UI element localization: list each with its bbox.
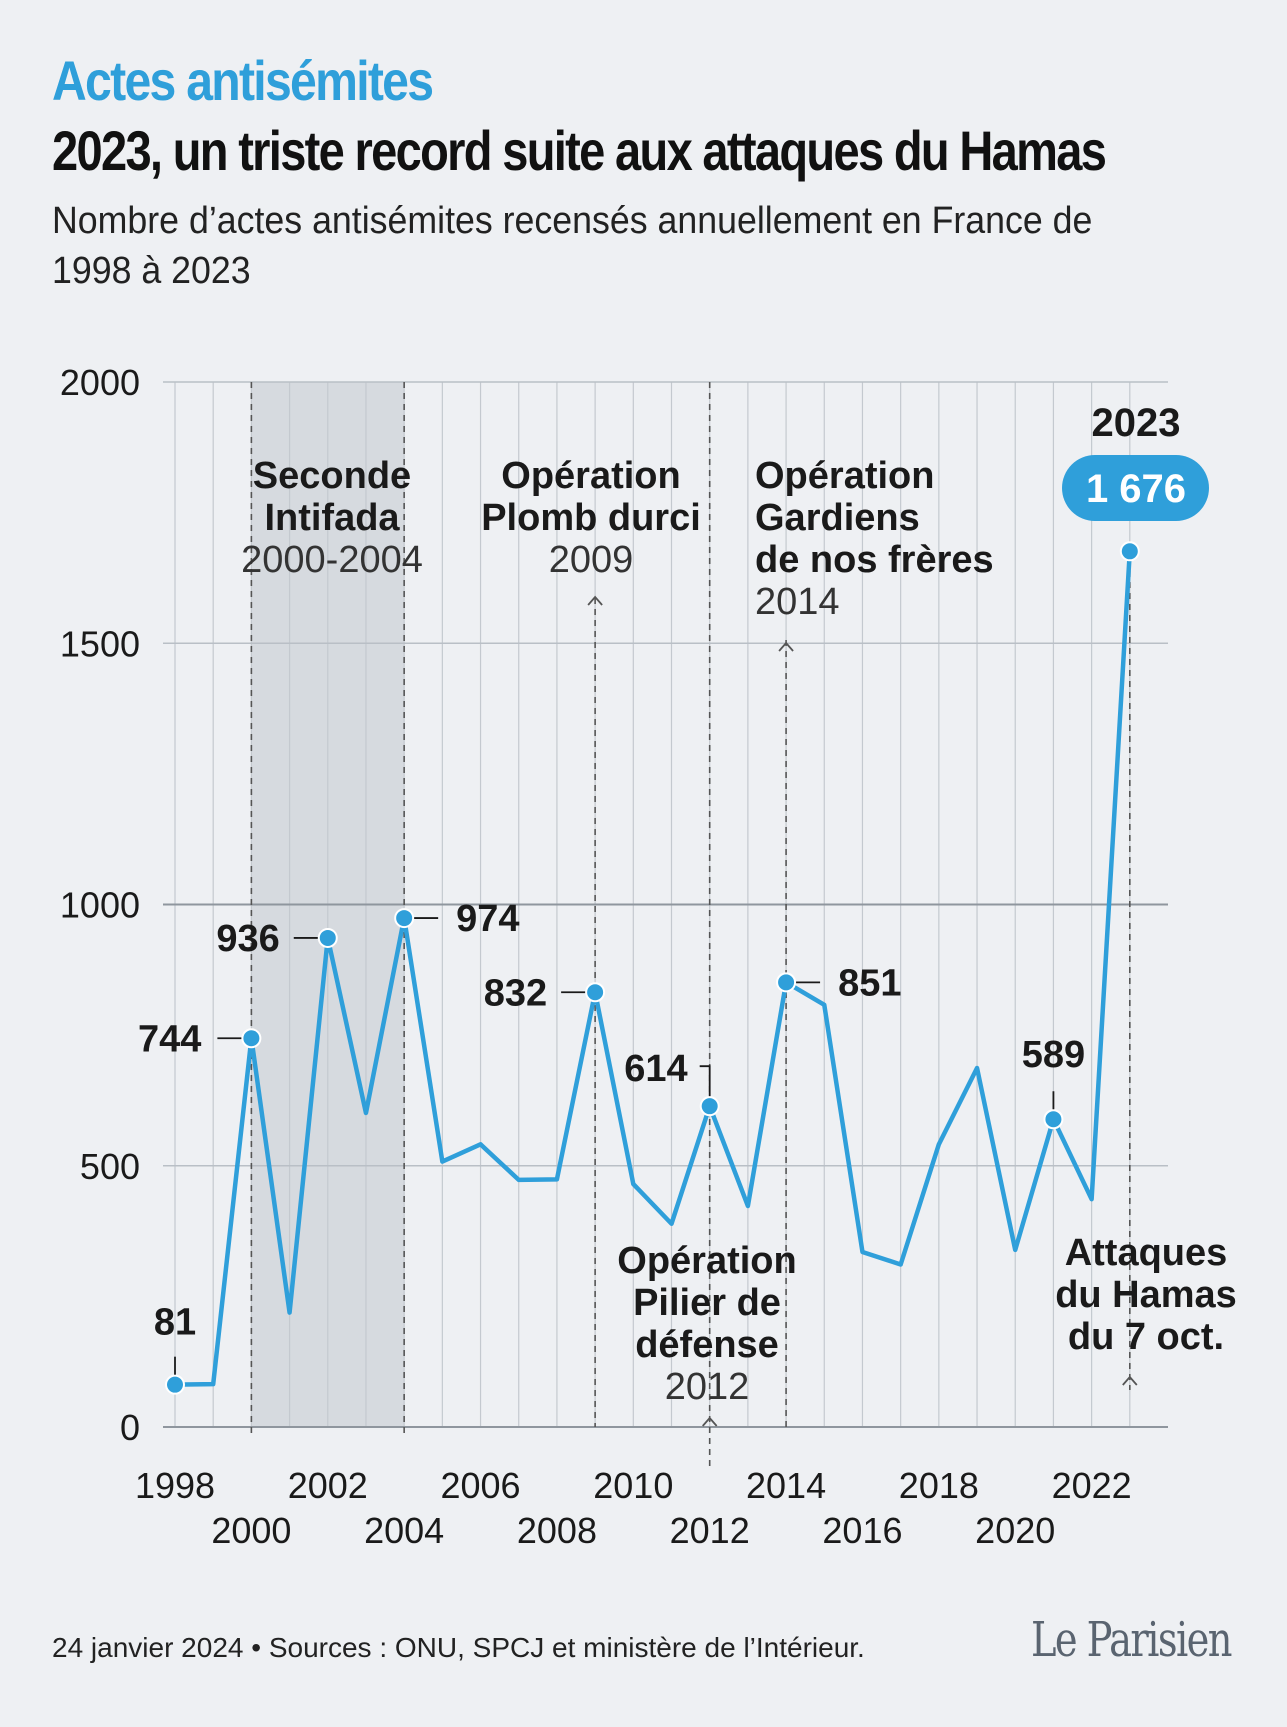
data-point [1119, 541, 1140, 562]
data-label: 974 [456, 898, 519, 940]
data-label: 81 [154, 1302, 196, 1344]
x-tick-label: 2022 [1052, 1465, 1132, 1506]
highlight-pill [1062, 455, 1209, 521]
chart-title: 2023, un triste record suite aux attaque… [52, 119, 1107, 182]
x-tick-label: 2006 [440, 1465, 520, 1506]
x-tick-label: 2012 [670, 1510, 750, 1551]
event-year: 2014 [755, 581, 840, 623]
data-label: 614 [624, 1048, 687, 1090]
event-label: Plomb durci [481, 497, 701, 539]
event-label: Opération [501, 455, 680, 497]
data-label: 832 [484, 972, 547, 1014]
event-label: Attaques [1065, 1232, 1228, 1274]
data-point [776, 972, 797, 993]
y-tick-label: 2000 [60, 362, 140, 403]
event-label: Gardiens [755, 497, 920, 539]
event-label: Opération [755, 455, 934, 497]
data-point [1043, 1109, 1064, 1130]
y-tick-label: 1500 [60, 623, 140, 664]
chart-subtitle: Nombre d’actes antisémites recensés annu… [52, 200, 1093, 292]
data-point [165, 1374, 185, 1395]
highlight-year: 2023 [1092, 401, 1181, 445]
highlight-value: 1 676 [1086, 467, 1186, 511]
y-tick-label: 0 [120, 1407, 140, 1448]
event-arrow [1122, 1375, 1138, 1386]
data-point [394, 908, 415, 929]
x-tick-label: 2014 [746, 1465, 826, 1506]
event-arrow [702, 1416, 718, 1427]
data-label: 851 [838, 962, 901, 1004]
data-label: 744 [138, 1018, 201, 1060]
shaded-period-label: Intifada [264, 497, 400, 539]
event-label: du Hamas [1055, 1274, 1237, 1316]
x-tick-label: 2000 [211, 1510, 291, 1551]
event-label: Pilier de [633, 1282, 781, 1324]
data-point [317, 927, 338, 948]
x-tick-label: 2020 [975, 1510, 1055, 1551]
shaded-period-label: Seconde [253, 455, 411, 497]
data-point [699, 1096, 720, 1117]
event-arrow [587, 595, 603, 606]
label-leader [699, 1065, 711, 1097]
series-line [174, 551, 1133, 1387]
data-point [241, 1028, 262, 1049]
x-tick-label: 2018 [899, 1465, 979, 1506]
x-tick-label: 2002 [288, 1465, 368, 1506]
source-note: 24 janvier 2024 • Sources : ONU, SPCJ et… [52, 1632, 865, 1663]
le-parisien-logo: Le Parisien [1031, 1612, 1233, 1668]
x-tick-label: 1998 [135, 1465, 215, 1506]
event-arrow [778, 641, 794, 652]
data-label: 936 [216, 918, 279, 960]
y-tick-label: 500 [80, 1146, 140, 1187]
y-tick-label: 1000 [60, 885, 140, 926]
event-label: du 7 oct. [1068, 1316, 1224, 1358]
x-tick-label: 2008 [517, 1510, 597, 1551]
event-label: de nos frères [755, 539, 994, 581]
event-year: 2012 [665, 1366, 750, 1408]
shaded-period-year: 2000-2004 [241, 539, 423, 581]
event-label: défense [635, 1324, 779, 1366]
chart-kicker: Actes antisémites [52, 49, 434, 112]
event-year: 2009 [549, 539, 634, 581]
data-point [585, 982, 606, 1003]
event-label: Opération [617, 1240, 796, 1282]
x-tick-label: 2010 [593, 1465, 673, 1506]
x-tick-label: 2004 [364, 1510, 444, 1551]
data-label: 589 [1022, 1034, 1085, 1076]
x-tick-label: 2016 [822, 1510, 902, 1551]
